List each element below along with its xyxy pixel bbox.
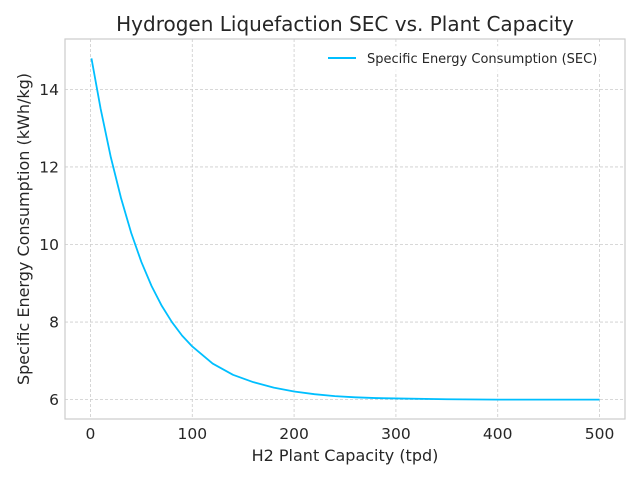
chart-title: Hydrogen Liquefaction SEC vs. Plant Capa… xyxy=(116,12,574,36)
y-axis-label: Specific Energy Consumption (kWh/kg) xyxy=(14,73,33,385)
legend-box xyxy=(319,46,619,72)
grid xyxy=(65,39,625,419)
y-tick-label: 10 xyxy=(39,236,59,254)
x-tick-label: 300 xyxy=(381,425,411,443)
y-tick-label: 8 xyxy=(49,314,59,332)
y-tick-label: 14 xyxy=(39,81,59,99)
x-tick-label: 500 xyxy=(585,425,615,443)
plot-area-frame xyxy=(64,38,626,420)
series-line xyxy=(90,58,600,401)
legend-label: Specific Energy Consumption (SEC) xyxy=(367,52,597,67)
x-tick-label: 100 xyxy=(177,425,207,443)
series-layer xyxy=(90,58,600,401)
tick-labels: 0 100 200 300 400 500 6 8 10 12 14 xyxy=(39,81,614,443)
x-axis-label: H2 Plant Capacity (tpd) xyxy=(252,446,439,465)
x-tick-label: 200 xyxy=(279,425,309,443)
y-tick-label: 12 xyxy=(39,158,59,176)
y-tick-label: 6 xyxy=(49,391,59,409)
legend: Specific Energy Consumption (SEC) xyxy=(319,46,619,72)
x-tick-label: 400 xyxy=(483,425,513,443)
x-tick-label: 0 xyxy=(86,425,96,443)
